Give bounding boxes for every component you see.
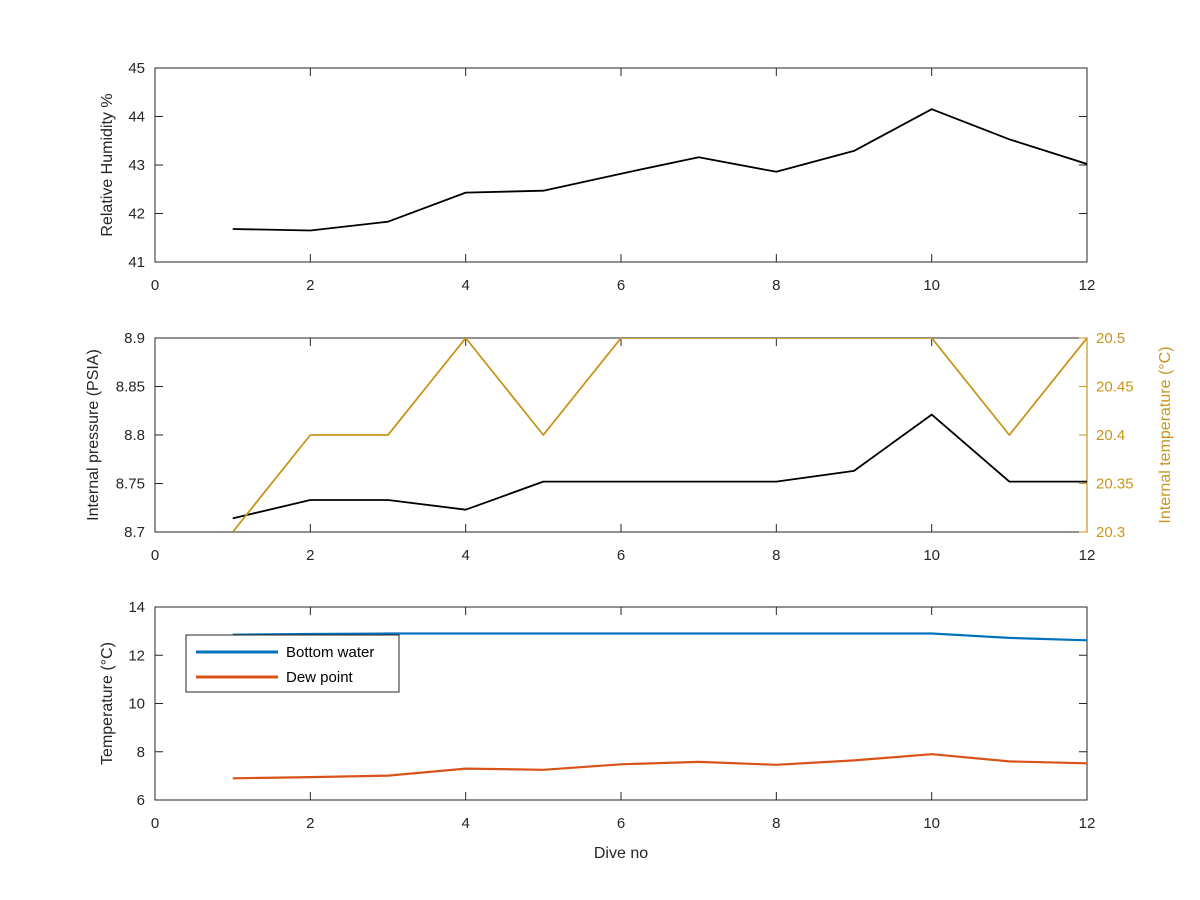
x-tick-label: 10	[923, 815, 940, 832]
y-axis-title: Temperature (°C)	[99, 642, 116, 765]
x-tick-label: 8	[772, 547, 780, 564]
y-tick-label: 44	[128, 109, 145, 126]
series-line-2	[231, 338, 1087, 532]
x-tick-label: 8	[772, 277, 780, 294]
legend-box	[185, 634, 400, 693]
x-tick-label: 0	[151, 277, 159, 294]
y-tick-label: 43	[128, 157, 145, 174]
y-tick-label: 10	[128, 696, 145, 713]
y-tick-label: 8.75	[116, 476, 145, 493]
y-tick-label: 8.85	[116, 379, 145, 396]
x-tick-label: 4	[461, 277, 469, 294]
x-tick-label: 12	[1079, 815, 1096, 832]
x-tick-label: 12	[1079, 547, 1096, 564]
y2-tick-label: 20.3	[1096, 524, 1125, 541]
y-tick-label: 41	[128, 254, 145, 271]
series-line-2	[232, 753, 1087, 780]
x-tick-label: 8	[772, 815, 780, 832]
legend: Bottom water Dew point	[185, 634, 400, 693]
x-tick-label: 2	[306, 547, 314, 564]
x-tick-label: 12	[1079, 277, 1096, 294]
x-tick-label: 6	[617, 277, 625, 294]
y-tick-label: 12	[128, 647, 145, 664]
y-tick-label: 8	[137, 744, 145, 761]
series-line-1	[232, 413, 1087, 520]
y2-tick-label: 20.5	[1096, 330, 1125, 347]
chart-panel-2: 0 2 4 6 8 10 12 8.7 8.75 8.8 8.85 8.9 Internal press…	[85, 330, 1174, 564]
y-tick-label: 8.9	[124, 330, 145, 347]
y-tick-label: 14	[128, 599, 145, 616]
y2-tick-label: 20.35	[1096, 476, 1134, 493]
y-tick-label: 45	[128, 60, 145, 77]
x-axis-title: Dive no	[594, 845, 648, 862]
x-tick-label: 0	[151, 815, 159, 832]
chart-panel-1: 0 2 4 6 8 10 12 41 42 43 44 45 Relative Humidity %	[99, 60, 1095, 294]
x-tick-label: 10	[923, 277, 940, 294]
y-axis-title: Internal pressure (PSIA)	[85, 349, 102, 521]
legend-label: Bottom water	[286, 644, 374, 661]
x-tick-label: 10	[923, 547, 940, 564]
x-tick-label: 4	[461, 547, 469, 564]
x-tick-label: 6	[617, 547, 625, 564]
y2-tick-label: 20.45	[1096, 379, 1134, 396]
x-tick-label: 2	[306, 815, 314, 832]
x-tick-label: 2	[306, 277, 314, 294]
x-tick-label: 6	[617, 815, 625, 832]
x-tick-label: 4	[461, 815, 469, 832]
chart-panel-3: 0 2 4 6 8 10 12 6 8 10 12 14 Temperature (°C) Dive no…	[99, 599, 1095, 862]
y2-tick-label: 20.4	[1096, 427, 1125, 444]
y-tick-label: 6	[137, 792, 145, 809]
series-line-1	[232, 108, 1087, 232]
y-tick-label: 42	[128, 206, 145, 223]
series-line-1	[232, 632, 1087, 642]
y2-axis-title: Internal temperature (°C)	[1157, 346, 1174, 523]
y-axis-title: Relative Humidity %	[99, 93, 116, 236]
y-tick-label: 8.8	[124, 427, 145, 444]
x-tick-label: 0	[151, 547, 159, 564]
y-tick-label: 8.7	[124, 524, 145, 541]
legend-label: Dew point	[286, 669, 354, 686]
